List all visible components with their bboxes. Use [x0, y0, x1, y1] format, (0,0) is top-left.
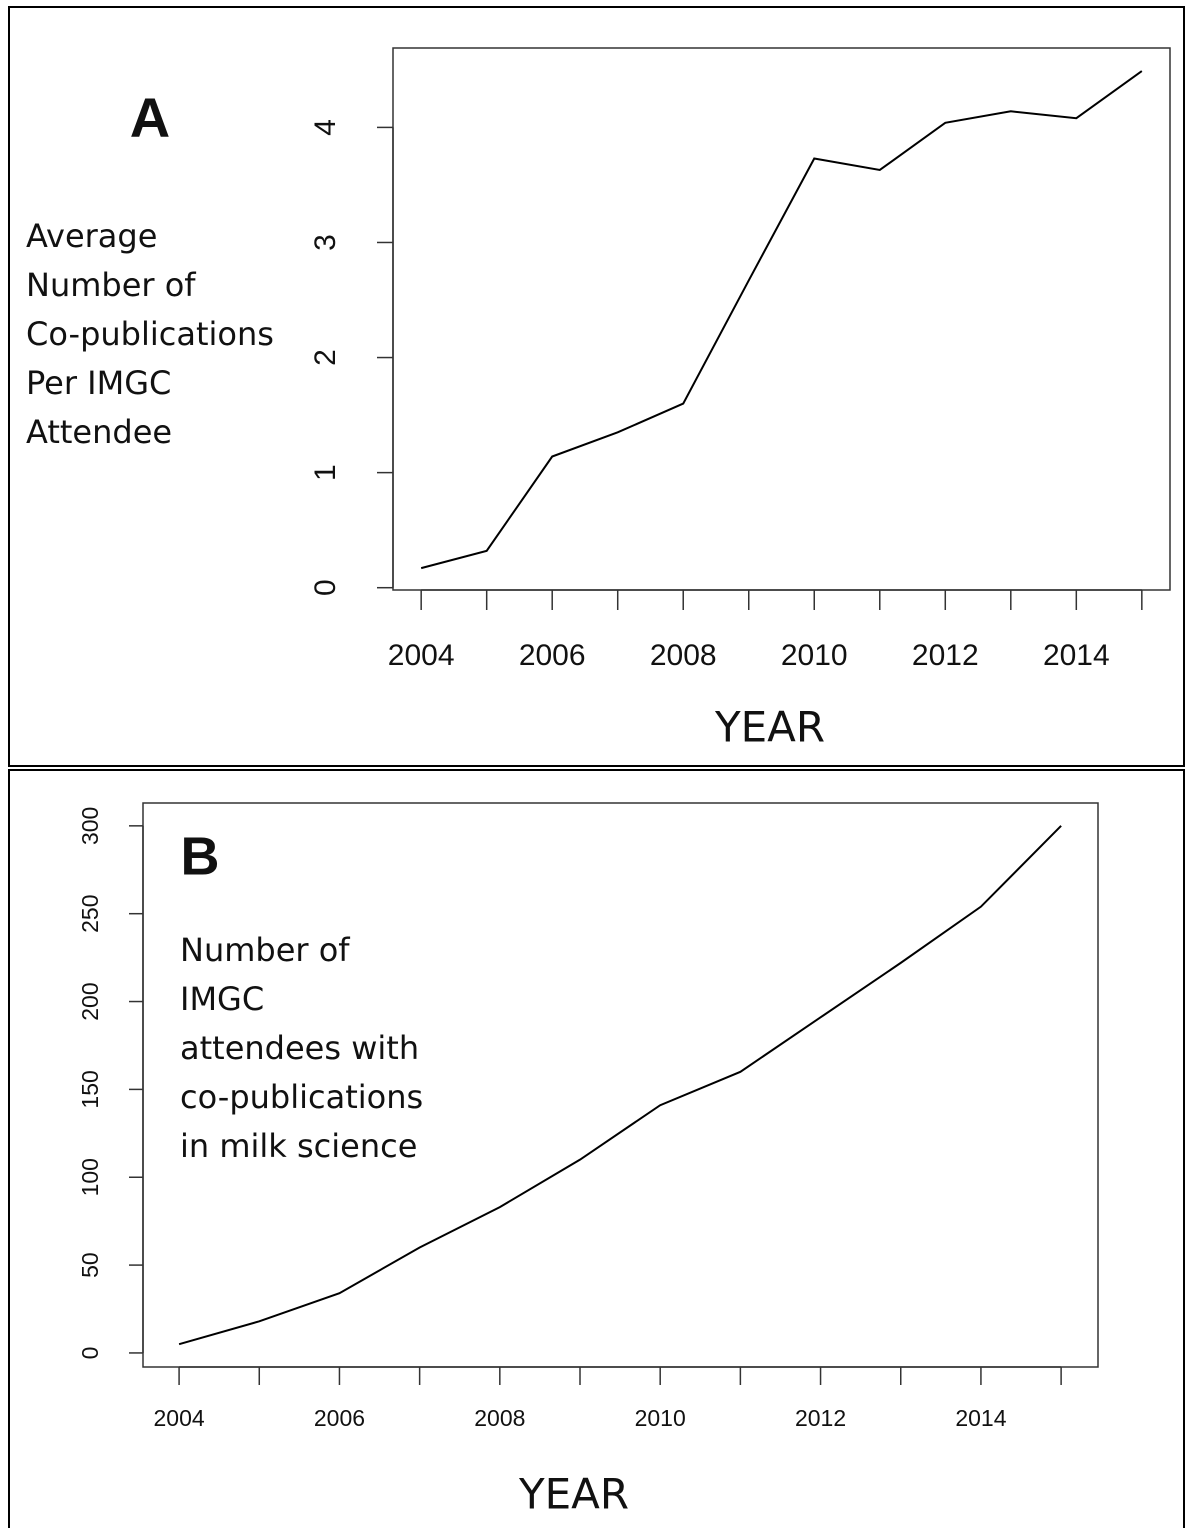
y-tick-label: 0 — [77, 1347, 103, 1360]
data-line — [420, 70, 1143, 570]
panel-frame — [8, 769, 1185, 1528]
y-axis-label: attendees with — [180, 1029, 419, 1067]
y-tick-label: 0 — [309, 579, 342, 596]
y-tick-label: 250 — [77, 895, 103, 933]
x-tick-label: 2008 — [474, 1405, 525, 1431]
x-tick-label: 2004 — [153, 1405, 204, 1431]
x-axis-label: YEAR — [714, 703, 825, 752]
panel-label: B — [181, 826, 220, 886]
y-axis-label: IMGC — [180, 980, 264, 1018]
x-tick-label: 2004 — [388, 639, 455, 672]
y-axis-label: Number of — [180, 931, 350, 969]
y-tick-label: 4 — [309, 119, 342, 136]
x-tick-label: 2012 — [795, 1405, 846, 1431]
x-tick-label: 2010 — [781, 639, 848, 672]
panel-frame — [8, 6, 1185, 767]
plot-box — [392, 47, 1171, 591]
y-axis-label: Average — [26, 217, 157, 255]
y-axis-label: Number of — [26, 266, 196, 304]
x-tick-label: 2010 — [635, 1405, 686, 1431]
y-tick-label: 100 — [77, 1158, 103, 1196]
x-tick-label: 2008 — [650, 639, 717, 672]
y-tick-label: 300 — [77, 807, 103, 845]
x-axis-label: YEAR — [518, 1470, 629, 1519]
y-axis-label: Attendee — [26, 413, 172, 451]
x-tick-label: 2006 — [519, 639, 586, 672]
x-tick-label: 2006 — [314, 1405, 365, 1431]
x-tick-label: 2014 — [955, 1405, 1006, 1431]
panel-label: A — [130, 86, 170, 149]
y-tick-label: 50 — [77, 1252, 103, 1278]
y-axis-label: in milk science — [180, 1127, 417, 1165]
y-tick-label: 1 — [309, 464, 342, 481]
y-axis-label: Per IMGC — [26, 364, 171, 402]
y-axis-label: co-publications — [180, 1078, 423, 1116]
y-tick-label: 3 — [309, 234, 342, 251]
y-axis-label: Co-publications — [26, 315, 274, 353]
y-tick-label: 2 — [309, 349, 342, 366]
x-tick-label: 2014 — [1043, 639, 1110, 672]
x-tick-label: 2012 — [912, 639, 979, 672]
y-tick-label: 200 — [77, 982, 103, 1020]
data-line — [178, 825, 1062, 1346]
y-tick-label: 150 — [77, 1070, 103, 1108]
